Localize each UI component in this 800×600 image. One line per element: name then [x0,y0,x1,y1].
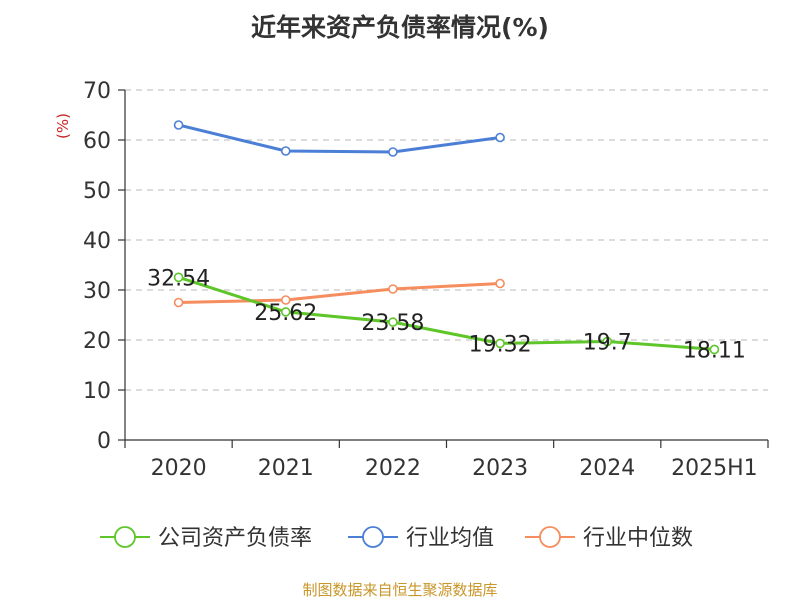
x-tick-labels: 2020 2021 2022 2023 2024 2025H1 [151,456,758,481]
y-tick-label: 30 [83,279,111,304]
data-label: 23.58 [361,311,424,336]
x-tick-label: 2022 [365,456,421,481]
series-group [173,120,720,355]
data-point [280,146,291,156]
x-tick-label: 2020 [151,456,207,481]
data-point [280,307,291,317]
data-point [388,317,398,327]
axes [118,89,769,448]
source-note: 制图数据来自恒生聚源数据库 [302,581,498,599]
y-tick-label: 0 [97,429,111,454]
data-label: 19.32 [469,332,532,357]
x-tick-label: 2024 [579,456,635,481]
data-label: 18.11 [683,338,746,363]
data-point [173,120,184,130]
y-tick-label: 10 [83,379,111,404]
legend-marker [539,526,561,548]
y-tick-label: 50 [83,179,111,204]
legend-marker [362,526,384,548]
data-label: 25.62 [254,301,317,326]
data-point [388,147,398,157]
y-tick-labels: 0 10 20 30 40 50 60 70 [83,79,111,454]
data-point [388,284,398,294]
legend-label: 公司资产负债率 [158,526,312,551]
series-line [178,282,501,304]
data-point [495,338,505,349]
data-point [495,278,505,289]
y-tick-label: 20 [83,329,111,354]
data-point [280,295,291,305]
x-tick-label: 2021 [258,456,314,481]
series-line [178,275,715,351]
legend: 公司资产负债率 行业均值 行业中位数 [100,526,693,551]
data-point [602,336,613,347]
y-tick-label: 40 [83,229,111,254]
data-label: 19.7 [583,331,632,356]
legend-label: 行业均值 [406,526,494,551]
y-tick-label: 60 [83,129,111,154]
data-point [495,132,505,143]
grid-lines [125,89,768,391]
y-tick-label: 70 [83,79,111,104]
data-point [709,344,720,355]
legend-marker [114,526,136,548]
y-axis-label: (%) [54,113,72,139]
data-label: 32.54 [147,266,210,291]
x-tick-label: 2023 [472,456,528,481]
x-tick-label: 2025H1 [671,456,758,481]
data-labels: 32.54 25.62 23.58 19.32 19.7 18.11 [147,266,746,363]
data-point [173,297,184,308]
data-point [173,272,184,283]
legend-label: 行业中位数 [583,526,693,551]
series-line [178,123,501,154]
chart-title: 近年来资产负债率情况(%) [251,13,549,42]
